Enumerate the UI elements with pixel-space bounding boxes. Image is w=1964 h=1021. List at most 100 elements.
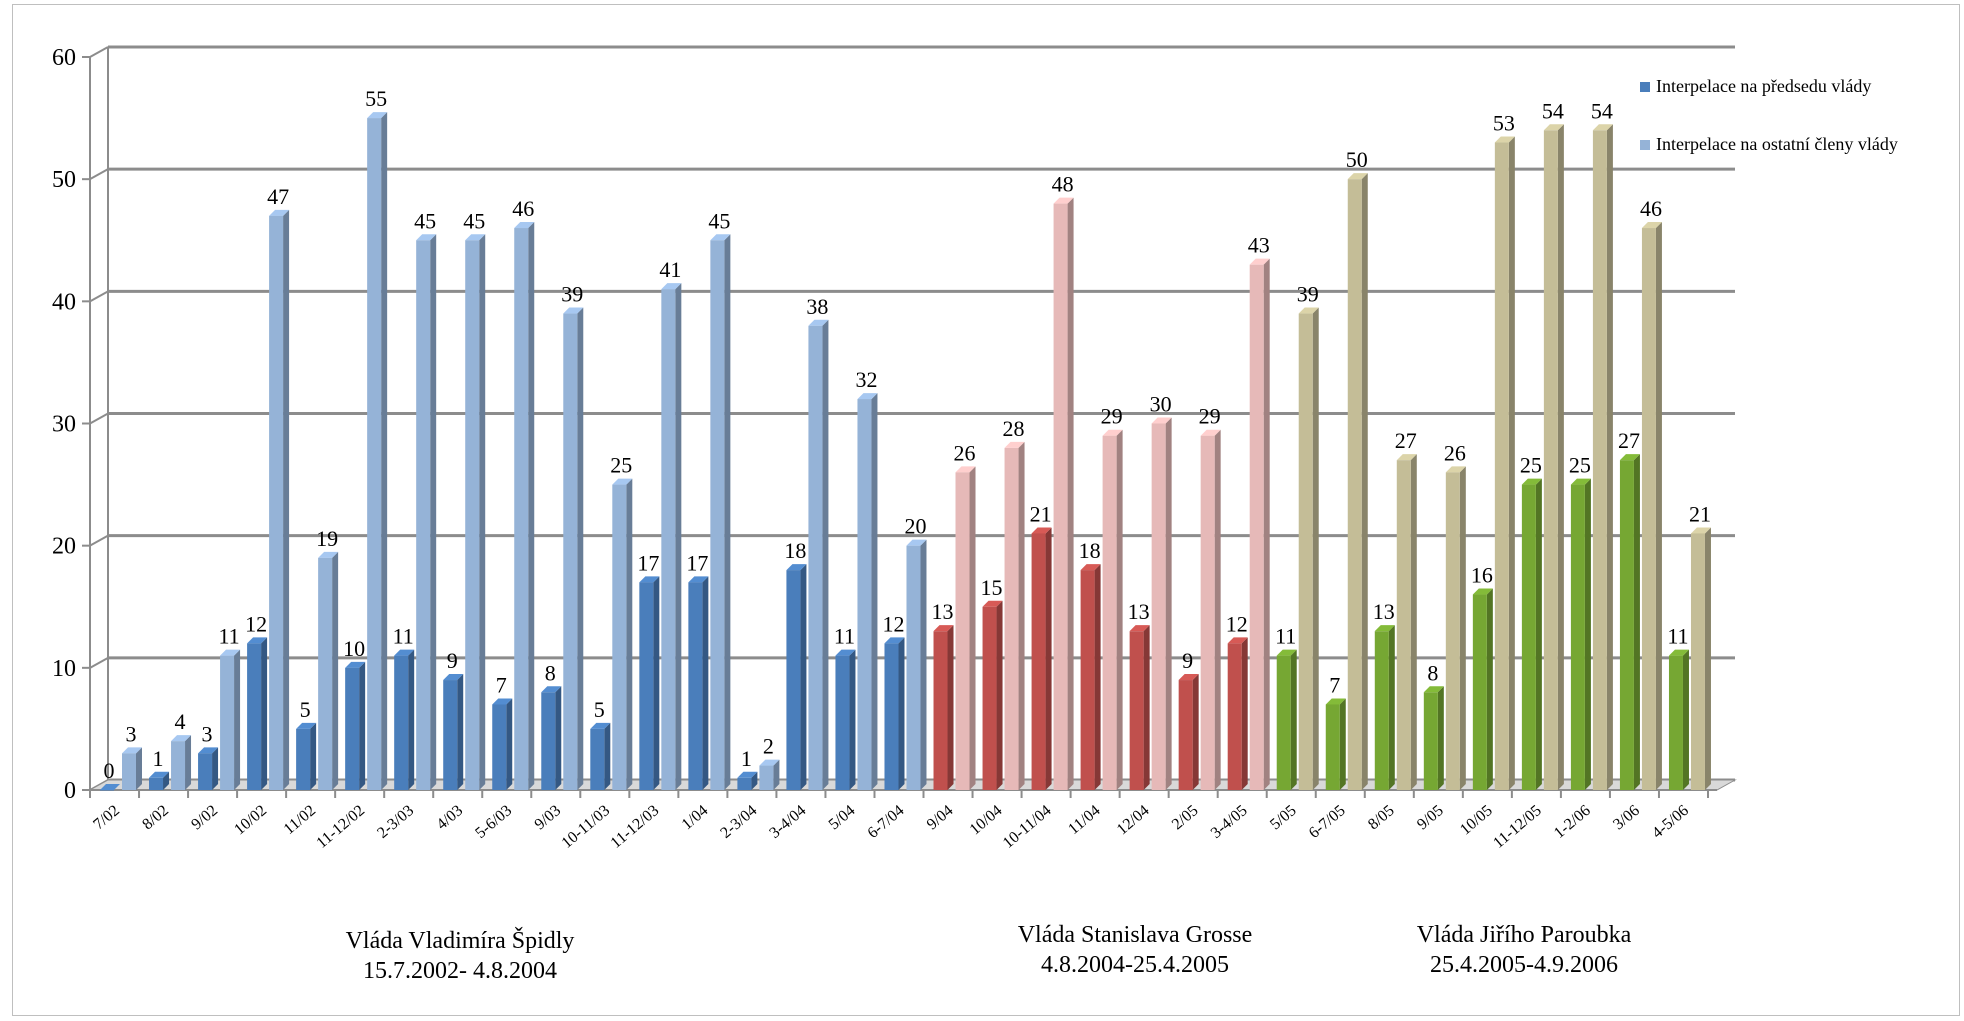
x-tick-label: 9/03 [532,802,565,833]
legend-swatch-main [1640,81,1650,92]
data-label: 27 [1618,428,1640,453]
data-label: 11 [1275,624,1296,649]
bar-other-members [759,765,774,790]
bar-top [1347,173,1368,180]
government-dates-paroubek: 25.4.2005-4.9.2006 [1430,952,1618,978]
bar-side [332,551,339,790]
legend-swatch-other [1640,139,1650,150]
bar-side [1584,478,1591,790]
data-label: 26 [1444,440,1466,465]
data-label: 50 [1346,147,1368,172]
bar-side [996,600,1003,790]
bar-prime-minister [1423,692,1438,790]
x-tick-label: 9/05 [1414,802,1447,833]
bar-top [122,747,142,754]
bar-top [906,539,927,546]
bar-top [1004,441,1025,448]
bar-top [786,564,807,571]
y-tick-label: 40 [52,289,76,315]
data-label: 2 [763,734,774,759]
bar-other-members [1200,435,1215,790]
data-label: 13 [932,599,954,624]
bar-side [1535,478,1542,790]
bar-top [1641,222,1662,229]
data-label: 21 [1030,501,1052,526]
bar-side [310,722,317,790]
bar-top [759,759,780,766]
bar-side [136,747,142,790]
bar-other-members [1690,533,1705,790]
bar-top [1325,698,1346,705]
data-label: 45 [414,208,436,233]
data-label: 54 [1542,98,1564,123]
bar-prime-minister [492,704,507,790]
bar-top [1053,197,1074,204]
gridline-side [89,290,109,303]
legend-item-other: Interpelace na ostatní členy vlády [1640,134,1898,155]
bar-top [541,686,562,693]
x-tick-label: 9/02 [188,802,221,833]
data-label: 54 [1591,98,1613,123]
bar-prime-minister [1031,533,1046,790]
data-label: 29 [1101,404,1123,429]
data-label: 32 [855,367,877,392]
x-tick-label: 10/05 [1457,802,1496,838]
gridline-side [89,534,109,547]
bar-side [947,625,954,790]
data-label: 43 [1248,233,1270,258]
x-tick-label: 11-12/03 [608,802,663,852]
bar-other-members [318,557,333,790]
bar-top [808,319,829,326]
data-label: 45 [463,208,485,233]
bar-top [1494,136,1515,143]
bar-top [416,234,437,241]
bar-other-members [171,741,186,790]
y-tick-label: 0 [64,778,76,804]
bar-side [1704,527,1711,790]
bar-top [1543,124,1564,131]
government-name-paroubek: Vláda Jiřího Paroubka [1416,922,1632,948]
bar-side [653,576,660,790]
bar-other-members [1151,423,1166,790]
x-tick-label: 2-3/04 [717,802,760,842]
bar-other-members [269,215,284,791]
x-tick-label: 3/06 [1610,802,1643,833]
bar-side [408,649,415,790]
x-tick-label: 3-4/04 [766,802,809,842]
data-label: 12 [882,611,904,636]
data-label: 17 [686,550,708,575]
bar-side [430,234,437,790]
government-label-gross: Vláda Stanislava Grosse 4.8.2004-25.4.20… [975,920,1295,980]
bar-side [359,661,366,790]
bar-side [163,771,170,790]
bar-side [185,735,192,790]
bar-top [661,283,682,290]
bar-side [1045,527,1052,790]
bar-other-members [1004,447,1019,790]
data-label: 3 [126,721,137,746]
data-label: 45 [708,208,730,233]
bar-top [590,722,611,729]
bar-top [1200,429,1221,436]
data-label: 7 [1329,672,1340,697]
government-dates-gross: 4.8.2004-25.4.2005 [1041,952,1229,978]
bar-prime-minister [1276,655,1291,790]
bar-top [1151,417,1172,424]
gridline-side [89,656,109,669]
bar-top [1668,649,1689,656]
bar-top [982,600,1003,607]
data-label: 29 [1199,404,1221,429]
data-label: 38 [806,294,828,319]
bar-side [1486,588,1493,790]
bar-side [1116,429,1123,790]
bar-side [1508,136,1515,790]
data-label: 18 [784,538,806,563]
x-tick-label: 4-5/06 [1649,802,1692,842]
bar-top [247,637,268,644]
legend-label-other: Interpelace na ostatní členy vlády [1656,134,1898,154]
data-label: 53 [1493,111,1515,136]
bar-other-members [857,399,872,790]
bar-top [367,112,388,119]
data-label: 16 [1471,563,1493,588]
bar-side [1606,124,1613,791]
